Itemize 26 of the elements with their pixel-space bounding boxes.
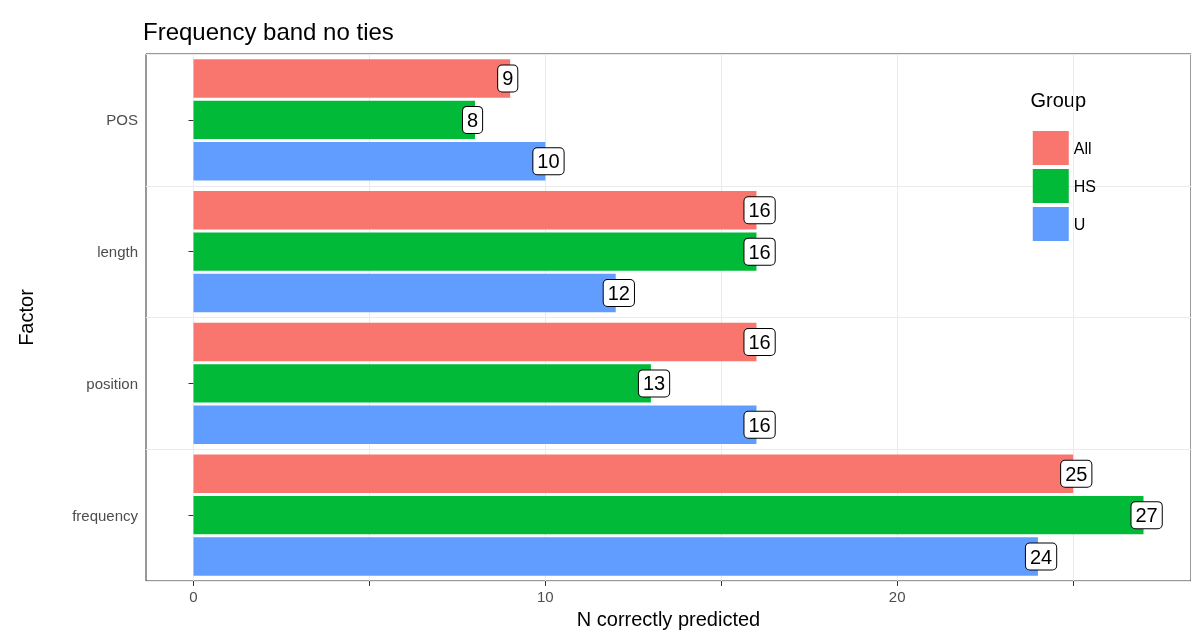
x-tick-label: 20 <box>888 588 906 605</box>
data-label: 9 <box>502 67 514 90</box>
legend-title: Group <box>1030 89 1087 111</box>
data-label: 25 <box>1065 462 1088 485</box>
data-label: 10 <box>537 150 560 173</box>
x-axis-title: N correctly predicted <box>576 608 761 630</box>
data-label: 16 <box>748 413 771 436</box>
y-tick-label: POS <box>106 111 138 129</box>
legend-label: All <box>1073 139 1092 157</box>
data-label: 8 <box>466 108 479 131</box>
chart-title: Frequency band no ties <box>143 17 394 45</box>
data-label: 24 <box>1029 545 1053 568</box>
x-tick-label: 10 <box>537 588 554 605</box>
data-label: 16 <box>748 240 771 263</box>
data-label: 16 <box>748 199 771 222</box>
x-tick-label: 0 <box>189 588 198 605</box>
data-label: 12 <box>607 282 630 305</box>
legend-label: HS <box>1073 177 1097 195</box>
data-label: 13 <box>642 372 666 395</box>
legend-label: U <box>1073 215 1086 233</box>
y-tick-label: length <box>97 243 138 261</box>
y-axis-title: Factor <box>15 288 37 346</box>
y-tick-label: frequency <box>72 506 139 524</box>
data-label: 27 <box>1135 504 1158 527</box>
y-tick-label: position <box>86 374 138 392</box>
data-label: 16 <box>748 330 771 353</box>
